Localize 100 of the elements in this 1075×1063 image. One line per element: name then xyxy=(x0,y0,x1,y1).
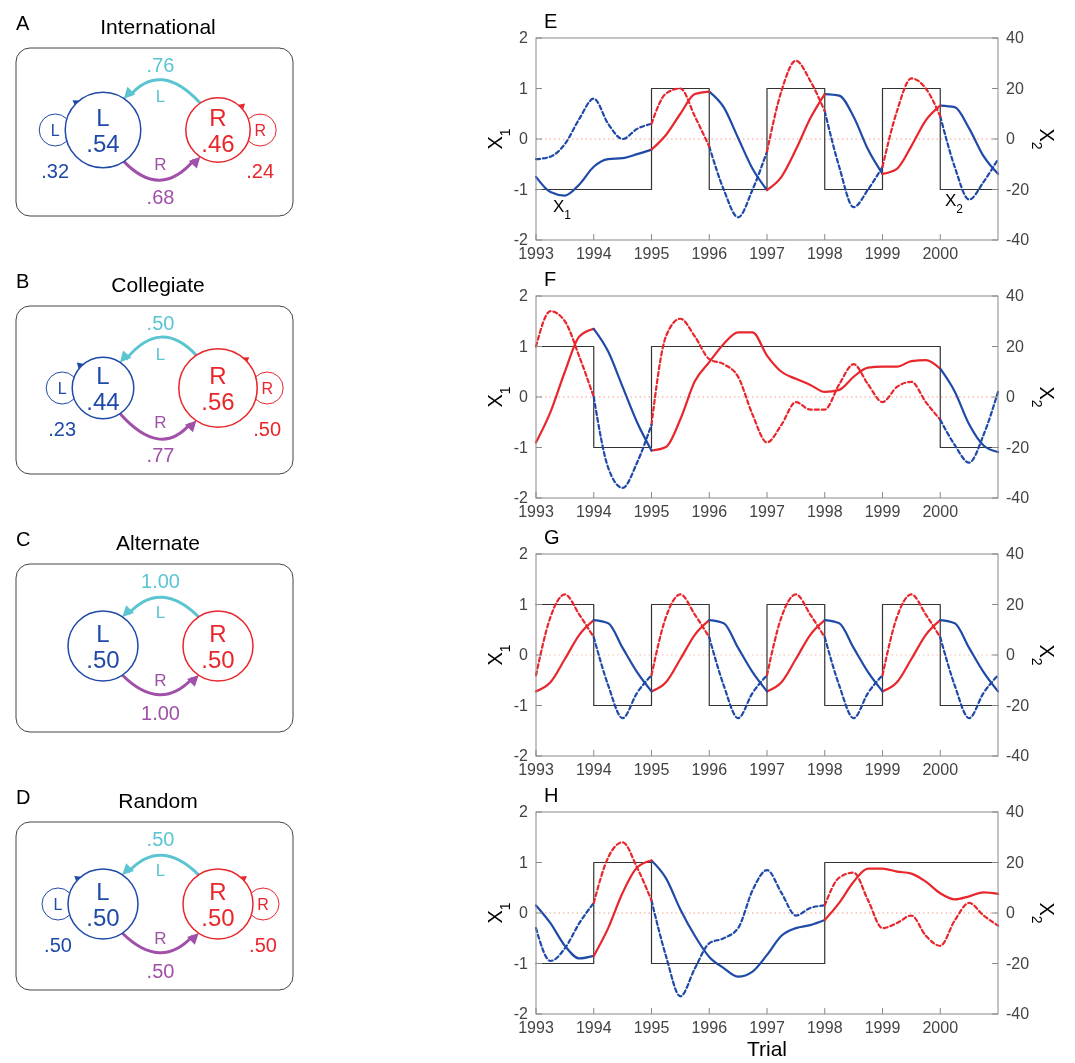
text: .23 xyxy=(48,418,77,440)
y2-tick-label: 0 xyxy=(1006,646,1015,663)
text: .77 xyxy=(146,444,175,466)
category-label: L xyxy=(96,620,110,647)
y-tick-label: 1 xyxy=(519,595,529,613)
y-tick-label: 1 xyxy=(519,337,529,355)
y2-tick-label: 40 xyxy=(1006,287,1024,304)
annotation: X$_{1}$ xyxy=(553,197,572,222)
data-label: .54 xyxy=(86,130,120,157)
y-tick-label: 2 xyxy=(519,803,529,820)
text: 1.00 xyxy=(141,702,180,724)
text: R xyxy=(154,929,167,948)
x-tick-label: 2000 xyxy=(922,1019,959,1036)
annotation: X$_{2}$ xyxy=(945,191,964,216)
y2-tick-label: -20 xyxy=(1006,438,1030,456)
y2-tick-label: 0 xyxy=(1006,388,1015,405)
y-tick-label: -2 xyxy=(513,489,529,506)
y2-tick-label: -40 xyxy=(1006,747,1030,764)
text: L xyxy=(155,603,166,622)
chart-title: G xyxy=(544,526,560,548)
data-label: .46 xyxy=(201,130,235,157)
data-label: .50 xyxy=(201,646,235,673)
y2-tick-label: 0 xyxy=(1006,904,1015,921)
x-tick-label: 1994 xyxy=(575,761,612,778)
x-tick-label: 1993 xyxy=(518,245,554,262)
text: .32 xyxy=(41,160,70,182)
category-label: L xyxy=(96,104,110,131)
x-tick-label: 1996 xyxy=(691,245,728,262)
y-tick-label: 1 xyxy=(519,79,529,97)
x-tick-label: 1999 xyxy=(864,245,901,262)
text: L xyxy=(57,380,67,397)
y-tick-label: -2 xyxy=(513,747,529,764)
text: Alternate xyxy=(115,531,201,554)
y2-tick-label: 20 xyxy=(1006,79,1024,97)
x-tick-label: 1997 xyxy=(749,503,785,520)
x-tick-label: 1998 xyxy=(806,503,843,520)
y-tick-label: 1 xyxy=(519,853,529,871)
x-tick-label: 1994 xyxy=(575,503,612,520)
text: .50 xyxy=(253,418,282,440)
y-tick-label: -1 xyxy=(513,180,529,198)
x-tick-label: 1999 xyxy=(864,761,901,778)
text: R xyxy=(257,896,269,913)
y-tick-label: -2 xyxy=(513,231,529,248)
y2-tick-label: -40 xyxy=(1006,231,1030,248)
y-tick-label: 2 xyxy=(519,545,529,562)
text: .50 xyxy=(146,960,175,982)
category-label: R xyxy=(209,362,227,389)
x-tick-label: 1996 xyxy=(691,503,728,520)
text: C xyxy=(16,528,31,550)
y-tick-label: -1 xyxy=(513,438,529,456)
text: R xyxy=(154,671,167,690)
y-tick-label: -1 xyxy=(513,954,529,972)
text: R xyxy=(261,380,273,397)
text: L xyxy=(50,122,60,139)
chart-title: F xyxy=(544,268,557,290)
text: L xyxy=(155,345,166,364)
text: .76 xyxy=(146,54,175,76)
x-tick-label: 2000 xyxy=(922,503,959,520)
text: .68 xyxy=(146,186,175,208)
y-tick-label: -2 xyxy=(513,1005,529,1022)
y2-tick-label: 20 xyxy=(1006,337,1024,355)
category-label: L xyxy=(96,362,110,389)
text: B xyxy=(16,270,30,292)
data-label: .44 xyxy=(86,388,120,415)
x-tick-label: 1999 xyxy=(864,503,901,520)
text: .50 xyxy=(249,934,277,956)
chart-title: H xyxy=(544,784,559,806)
x-tick-label: 1994 xyxy=(575,245,612,262)
x-tick-label: 1993 xyxy=(518,761,554,778)
x-tick-label: 1995 xyxy=(633,245,670,262)
x-tick-label: 1996 xyxy=(691,761,728,778)
data-label: .50 xyxy=(201,904,235,931)
category-label: R xyxy=(209,104,227,131)
y2-tick-label: 40 xyxy=(1006,545,1024,562)
text: R xyxy=(154,413,167,432)
data-label: .50 xyxy=(86,646,120,673)
y-tick-label: 2 xyxy=(519,287,529,304)
text: L xyxy=(155,861,166,880)
text: R xyxy=(154,155,167,174)
y2-tick-label: -20 xyxy=(1006,954,1030,972)
y-tick-label: 0 xyxy=(519,130,529,147)
x-tick-label: 1998 xyxy=(806,761,843,778)
x-tick-label: 1997 xyxy=(749,1019,785,1036)
text: .50 xyxy=(146,312,175,334)
x-tick-label: 1995 xyxy=(633,1019,670,1036)
y2-tick-label: -20 xyxy=(1006,696,1030,714)
text: Random xyxy=(118,789,198,812)
x-tick-label: 1999 xyxy=(864,1019,901,1036)
y-tick-label: -1 xyxy=(513,696,529,714)
x-tick-label: 1998 xyxy=(806,1019,843,1036)
y2-tick-label: 40 xyxy=(1006,803,1024,820)
x-tick-label: 1993 xyxy=(518,503,554,520)
x-axis-title: Trial xyxy=(746,1037,788,1060)
text: .50 xyxy=(44,934,72,956)
x-tick-label: 1993 xyxy=(518,1019,554,1036)
y2-tick-label: 0 xyxy=(1006,130,1015,147)
text: D xyxy=(16,786,31,808)
x-tick-label: 1994 xyxy=(575,1019,612,1036)
y2-tick-label: -40 xyxy=(1006,489,1030,506)
y-tick-label: 0 xyxy=(519,904,529,921)
